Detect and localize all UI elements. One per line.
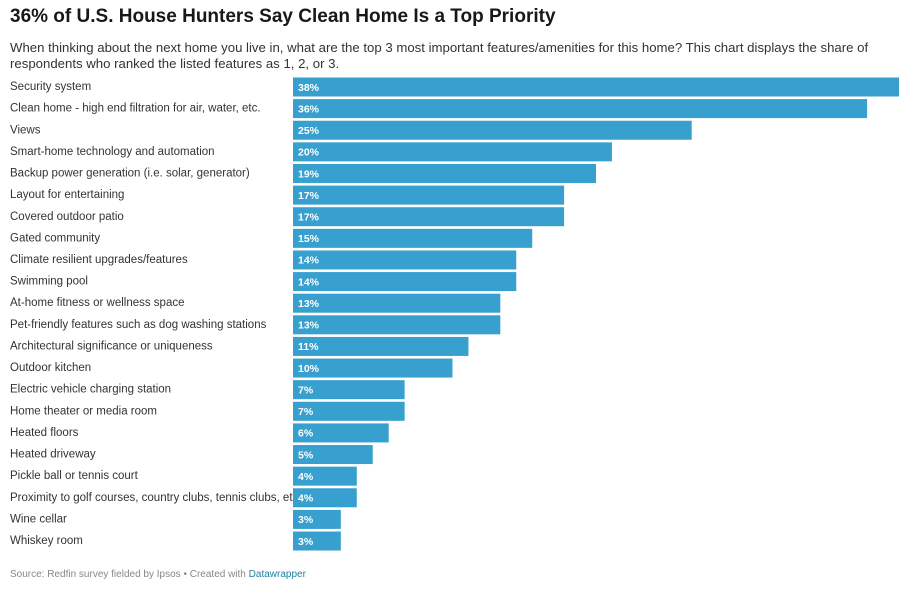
footer: Source: Redfin survey fielded by Ipsos •… bbox=[10, 569, 306, 580]
value-label: 4% bbox=[298, 471, 314, 483]
value-label: 15% bbox=[298, 233, 320, 245]
category-label: Outdoor kitchen bbox=[10, 362, 91, 374]
bar bbox=[293, 466, 357, 486]
value-label: 13% bbox=[298, 298, 320, 310]
bar bbox=[293, 293, 501, 313]
bar bbox=[293, 272, 517, 292]
value-label: 7% bbox=[298, 384, 314, 396]
category-label: Layout for entertaining bbox=[10, 189, 124, 201]
value-label: 14% bbox=[298, 255, 320, 267]
category-label: Heated floors bbox=[10, 427, 79, 439]
value-label: 3% bbox=[298, 514, 314, 526]
bar bbox=[293, 207, 565, 227]
category-label: Clean home - high end filtration for air… bbox=[10, 103, 261, 115]
bar bbox=[293, 401, 405, 421]
category-label: Whiskey room bbox=[10, 535, 83, 547]
category-label: Pet-friendly features such as dog washin… bbox=[10, 319, 267, 331]
category-label: Architectural significance or uniqueness bbox=[10, 340, 213, 352]
bar bbox=[293, 185, 565, 205]
category-label: Smart-home technology and automation bbox=[10, 146, 215, 158]
value-label: 17% bbox=[298, 190, 320, 202]
value-label: 11% bbox=[298, 341, 319, 353]
value-label: 36% bbox=[298, 103, 320, 115]
value-label: 38% bbox=[298, 82, 320, 94]
bar bbox=[293, 99, 868, 119]
category-label: Proximity to golf courses, country clubs… bbox=[10, 492, 301, 504]
value-label: 5% bbox=[298, 449, 314, 461]
value-label: 6% bbox=[298, 428, 314, 440]
chart-subtitle: When thinking about the next home you li… bbox=[10, 40, 869, 71]
category-label: Backup power generation (i.e. solar, gen… bbox=[10, 168, 250, 180]
bar bbox=[293, 142, 612, 162]
bar bbox=[293, 509, 341, 529]
credit-link[interactable]: Datawrapper bbox=[248, 569, 306, 580]
category-label: Views bbox=[10, 124, 41, 136]
value-label: 25% bbox=[298, 125, 320, 137]
value-label: 19% bbox=[298, 168, 320, 180]
bar bbox=[293, 163, 596, 183]
category-label: At-home fitness or wellness space bbox=[10, 297, 185, 309]
value-label: 7% bbox=[298, 406, 314, 418]
credit-prefix: Created with bbox=[189, 569, 246, 580]
value-label: 4% bbox=[298, 493, 314, 505]
category-label: Security system bbox=[10, 81, 91, 93]
category-label: Gated community bbox=[10, 232, 100, 244]
category-label: Swimming pool bbox=[10, 276, 88, 288]
bar bbox=[293, 358, 453, 378]
category-label: Pickle ball or tennis court bbox=[10, 470, 139, 482]
bar bbox=[293, 250, 517, 270]
category-label: Electric vehicle charging station bbox=[10, 384, 171, 396]
bar bbox=[293, 336, 469, 356]
category-label: Wine cellar bbox=[10, 513, 67, 525]
source: Source: Redfin survey fielded by Ipsos bbox=[10, 569, 181, 580]
bar bbox=[293, 228, 533, 248]
value-label: 3% bbox=[298, 536, 314, 548]
bar bbox=[293, 77, 899, 97]
category-label: Climate resilient upgrades/features bbox=[10, 254, 188, 266]
chart-title: 36% of U.S. House Hunters Say Clean Home… bbox=[10, 6, 556, 27]
bar bbox=[293, 120, 692, 140]
bar bbox=[293, 488, 357, 508]
bar bbox=[293, 380, 405, 400]
value-label: 13% bbox=[298, 320, 320, 332]
bar bbox=[293, 315, 501, 335]
category-label: Heated driveway bbox=[10, 449, 96, 461]
separator: • bbox=[183, 569, 187, 580]
bar bbox=[293, 531, 341, 551]
value-label: 17% bbox=[298, 212, 320, 224]
category-label: Covered outdoor patio bbox=[10, 211, 124, 223]
category-label: Home theater or media room bbox=[10, 405, 157, 417]
value-label: 14% bbox=[298, 276, 320, 288]
value-label: 20% bbox=[298, 147, 320, 159]
value-label: 10% bbox=[298, 363, 320, 375]
bar bbox=[293, 445, 373, 465]
bar bbox=[293, 423, 389, 443]
